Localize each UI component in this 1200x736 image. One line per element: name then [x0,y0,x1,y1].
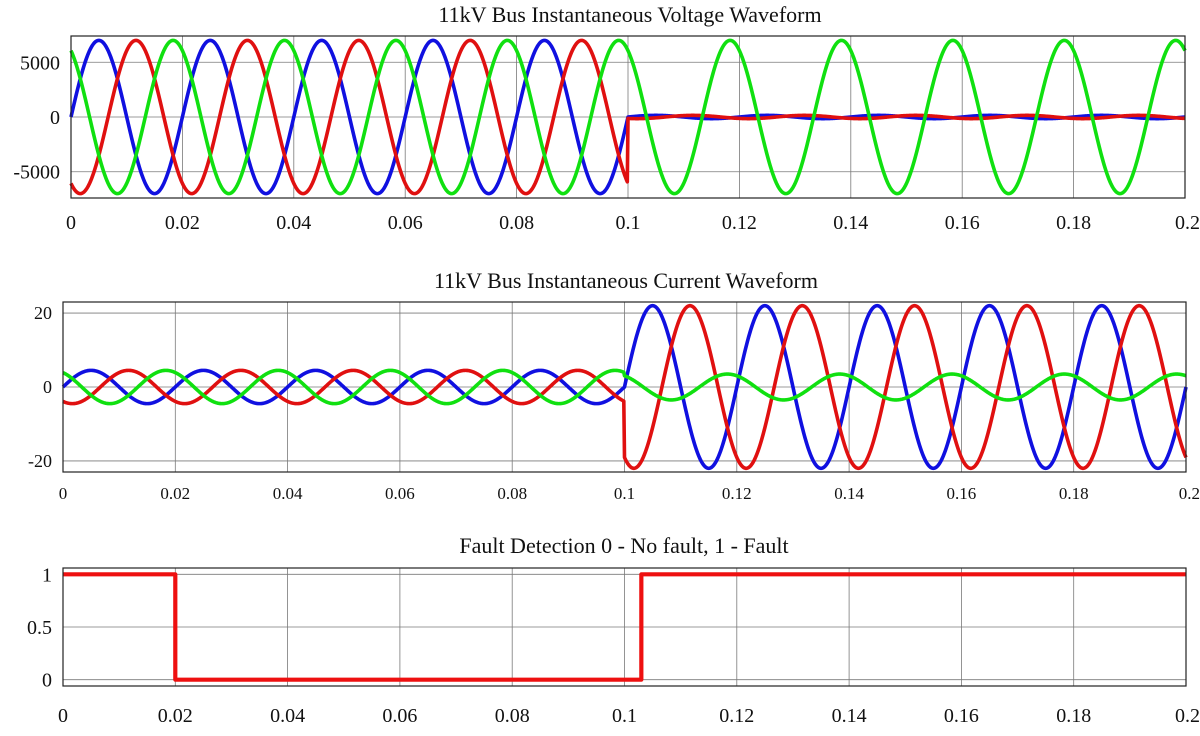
voltage-x-tick: 0.14 [833,212,868,234]
voltage-x-tick: 0.18 [1056,212,1091,234]
current-series-line-1 [61,303,1188,471]
fault-panel: Fault Detection 0 - No fault, 1 - Fault … [27,533,1200,727]
fault-series [63,572,1186,682]
current-title: 11kV Bus Instantaneous Current Waveform [434,268,818,293]
fault-x-tick: 0.14 [832,705,867,727]
fault-y-ticks: 1 0.5 0 [27,564,52,691]
current-x-tick: 0.08 [497,484,527,503]
voltage-title: 11kV Bus Instantaneous Voltage Waveform [438,2,821,27]
current-y-ticks: 20 0 -20 [28,303,52,471]
voltage-x-tick: 0.04 [276,212,311,234]
fault-y-tick: 1 [42,564,52,586]
current-x-tick: 0.12 [722,484,752,503]
current-x-tick: 0.14 [834,484,864,503]
fault-x-tick: 0 [58,705,68,727]
current-x-tick: 0.02 [160,484,190,503]
voltage-x-tick: 0.06 [388,212,423,234]
current-y-tick: 20 [34,303,52,323]
voltage-x-tick: 0.08 [499,212,534,234]
voltage-x-ticks: 0 0.02 0.04 0.06 0.08 0.1 0.12 0.14 0.16… [66,212,1200,234]
fault-x-tick: 0.06 [382,705,417,727]
voltage-plot-frame [70,35,1186,199]
fault-x-ticks: 0 0.02 0.04 0.06 0.08 0.1 0.12 0.14 0.16… [58,705,1200,727]
voltage-series-line-2 [69,38,1187,196]
fault-x-tick: 0.08 [495,705,530,727]
fault-grid [63,568,1186,686]
fault-title: Fault Detection 0 - No fault, 1 - Fault [459,533,788,558]
fault-plot-frame [62,567,1187,687]
fault-x-tick: 0.02 [158,705,193,727]
fault-x-tick: 0.12 [719,705,754,727]
voltage-x-tick: 0 [66,212,76,234]
voltage-y-tick: -5000 [13,162,60,184]
current-plot-frame [62,301,1187,473]
voltage-x-tick: 0.2 [1175,212,1200,234]
voltage-y-tick: 5000 [20,52,60,74]
voltage-panel: 11kV Bus Instantaneous Voltage Waveform … [13,2,1200,234]
fault-x-tick: 0.18 [1056,705,1091,727]
fault-y-tick: 0 [42,670,52,692]
fault-series-line-1 [63,572,1186,682]
current-x-ticks: 0 0.02 0.04 0.06 0.08 0.1 0.12 0.14 0.16… [59,484,1200,503]
current-x-tick: 0.04 [273,484,303,503]
voltage-series-line-3 [69,38,1187,196]
current-x-tick: 0 [59,484,68,503]
voltage-y-ticks: 5000 0 -5000 [13,52,60,183]
current-series-line-3 [61,368,1188,406]
fault-x-tick: 0.16 [944,705,979,727]
current-x-tick: 0.2 [1179,484,1200,503]
current-panel: 11kV Bus Instantaneous Current Waveform … [28,268,1200,503]
voltage-series [69,38,1187,196]
fault-x-tick: 0.04 [270,705,305,727]
voltage-x-tick: 0.02 [165,212,200,234]
current-y-tick: -20 [28,451,52,471]
voltage-y-tick: 0 [50,107,60,129]
current-x-tick: 0.16 [947,484,977,503]
current-x-tick: 0.1 [614,484,635,503]
current-series-line-2 [61,303,1188,471]
fault-x-tick: 0.1 [612,705,637,727]
current-x-tick: 0.18 [1059,484,1089,503]
voltage-x-tick: 0.1 [616,212,641,234]
current-series [61,303,1188,471]
fault-y-tick: 0.5 [27,617,52,639]
fault-x-tick: 0.2 [1175,705,1200,727]
voltage-x-tick: 0.16 [945,212,980,234]
current-x-tick: 0.06 [385,484,415,503]
voltage-x-tick: 0.12 [722,212,757,234]
current-y-tick: 0 [43,377,52,397]
